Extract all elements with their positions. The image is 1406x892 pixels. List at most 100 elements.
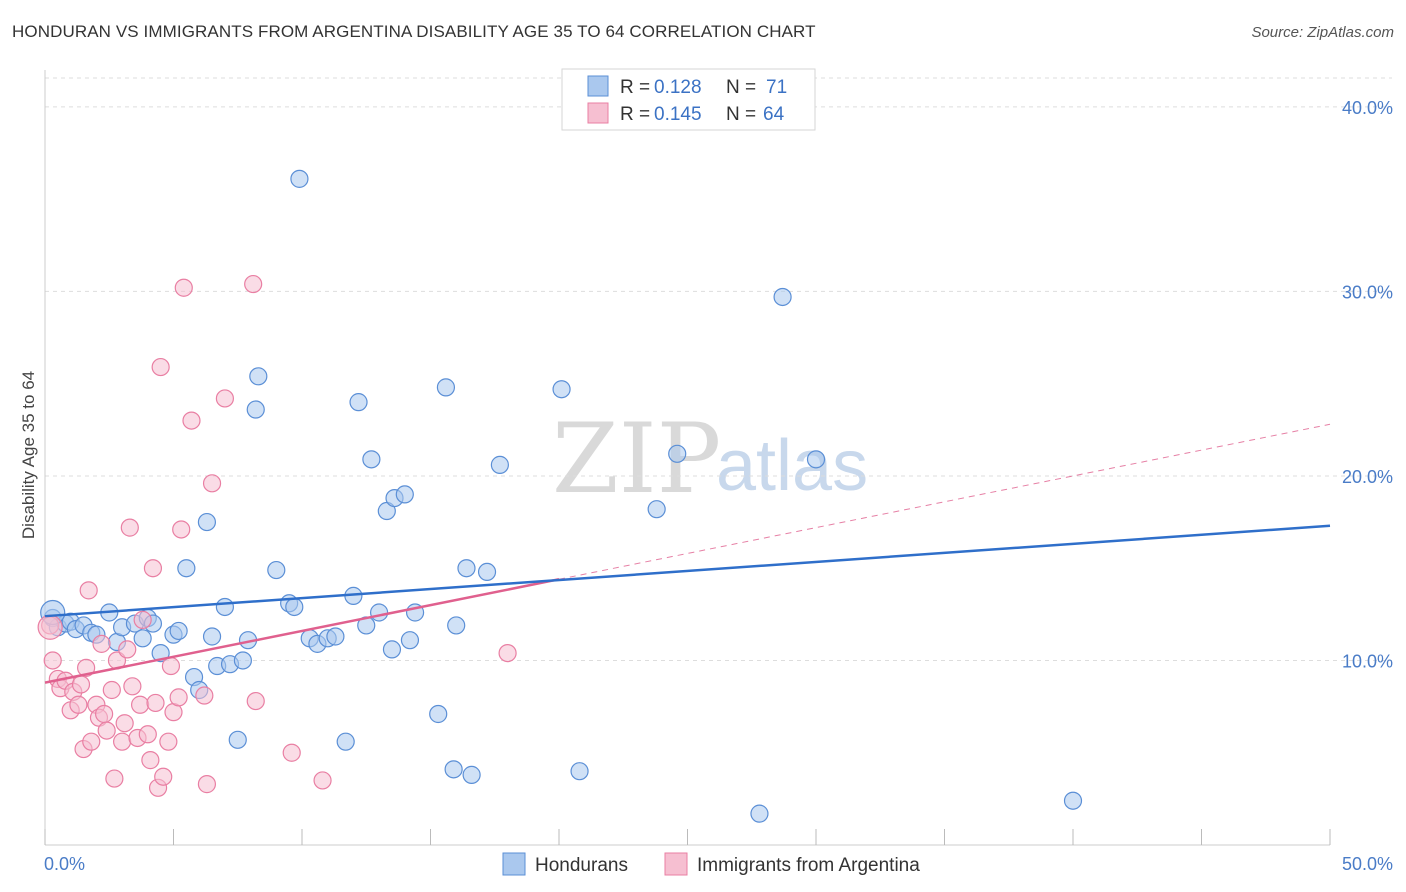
argentina-point-47 — [215, 389, 234, 408]
argentina-point-9 — [71, 675, 91, 694]
series-argentina — [37, 274, 517, 797]
bottom-legend-hondurans: Hondurans — [535, 855, 628, 876]
hondurans-point-40 — [336, 732, 355, 751]
argentina-point-37 — [159, 732, 178, 751]
source-label: Source: ZipAtlas.com — [1251, 24, 1394, 41]
hondurans-point-31 — [249, 367, 268, 386]
trend-argentina — [44, 578, 560, 684]
y-tick-label-1: 10.0% — [1342, 651, 1393, 671]
hondurans-point-67 — [1063, 791, 1083, 810]
legend-r-label-1: R = — [620, 77, 650, 98]
argentina-point-49 — [246, 691, 265, 711]
argentina-point-13 — [82, 732, 101, 751]
legend-r-value-1: 0.128 — [654, 77, 702, 98]
argentina-point-26 — [123, 677, 142, 696]
hondurans-point-27 — [228, 730, 247, 749]
hondurans-point-42 — [349, 393, 368, 412]
watermark-zip: ZIP — [552, 403, 721, 515]
argentina-point-28 — [130, 695, 150, 714]
watermark-atlas: atlas — [716, 426, 868, 506]
argentina-point-16 — [92, 634, 111, 653]
hondurans-point-59 — [490, 455, 509, 474]
hondurans-point-61 — [570, 762, 589, 781]
hondurans-point-66 — [806, 450, 826, 469]
argentina-point-50 — [282, 743, 301, 762]
argentina-point-12 — [79, 581, 98, 600]
hondurans-point-28 — [233, 651, 252, 670]
bottom-legend: Hondurans Immigrants from Argentina — [502, 852, 920, 876]
trend-lines — [44, 423, 1331, 684]
argentina-point-23 — [115, 714, 134, 733]
legend-n-value-2: 64 — [763, 104, 785, 125]
hondurans-point-56 — [457, 559, 476, 578]
hondurans-point-35 — [290, 169, 309, 188]
hondurans-point-53 — [436, 378, 456, 397]
argentina-point-46 — [202, 474, 222, 493]
x-tick-label-min: 0.0% — [44, 854, 85, 874]
legend-r-value-2: 0.145 — [654, 104, 702, 125]
argentina-point-33 — [146, 693, 165, 713]
y-tick-label-2: 20.0% — [1342, 467, 1393, 487]
hondurans-point-63 — [668, 444, 687, 463]
argentina-point-45 — [197, 775, 217, 794]
argentina-point-38 — [161, 656, 181, 676]
argentina-point-25 — [120, 518, 139, 537]
argentina-point-18 — [97, 721, 116, 740]
argentina-point-19 — [102, 680, 121, 700]
hondurans-point-57 — [462, 765, 481, 784]
bottom-legend-argentina: Immigrants from Argentina — [697, 855, 920, 876]
legend-r-label-2: R = — [620, 104, 650, 125]
argentina-point-20 — [105, 769, 124, 788]
hondurans-point-49 — [395, 485, 414, 504]
hondurans-point-30 — [246, 400, 265, 419]
bottom-legend-swatch-argentina — [664, 852, 688, 876]
argentina-point-11 — [77, 658, 96, 677]
hondurans-point-25 — [215, 597, 234, 617]
argentina-point-17 — [95, 704, 114, 724]
hondurans-point-55 — [447, 616, 466, 635]
hondurans-point-44 — [362, 450, 381, 469]
x-tick-label-max: 50.0% — [1342, 854, 1393, 874]
hondurans-point-39 — [326, 627, 345, 646]
argentina-point-2 — [43, 651, 62, 670]
argentina-point-24 — [118, 640, 137, 659]
hondurans-point-45 — [370, 603, 389, 622]
y-tick-label-3: 30.0% — [1342, 282, 1393, 302]
y-tick-label-4: 40.0% — [1342, 98, 1393, 118]
argentina-point-51 — [313, 771, 332, 790]
hondurans-point-50 — [400, 631, 420, 650]
argentina-point-29 — [133, 610, 152, 629]
argentina-cluster-point — [37, 614, 63, 640]
argentina-point-30 — [138, 725, 157, 744]
hondurans-point-22 — [197, 512, 217, 532]
argentina-point-48 — [244, 274, 263, 294]
chart-title: HONDURAN VS IMMIGRANTS FROM ARGENTINA DI… — [12, 22, 816, 41]
legend-n-value-1: 71 — [766, 77, 787, 98]
argentina-point-43 — [182, 411, 201, 430]
legend-n-label-1: N = — [726, 77, 756, 98]
hondurans-point-13 — [133, 629, 152, 648]
tick-labels: 10.0% 20.0% 30.0% 40.0% 0.0% 50.0% — [44, 98, 1393, 874]
trend-hondurans — [44, 524, 1331, 618]
legend-n-label-2: N = — [726, 104, 756, 125]
gridlines — [45, 77, 1392, 661]
argentina-point-44 — [195, 686, 214, 705]
hondurans-point-64 — [750, 804, 769, 823]
hondurans-point-18 — [169, 621, 188, 641]
bottom-legend-swatch-hondurans — [502, 852, 526, 876]
argentina-point-40 — [169, 688, 188, 707]
argentina-point-35 — [151, 357, 170, 377]
argentina-point-42 — [174, 278, 193, 297]
legend-swatch-blue — [587, 75, 609, 97]
hondurans-point-60 — [552, 380, 571, 399]
hondurans-point-47 — [382, 640, 402, 659]
argentina-point-52 — [498, 643, 517, 663]
hondurans-point-62 — [647, 500, 666, 519]
y-axis-label: Disability Age 35 to 64 — [19, 371, 38, 539]
hondurans-point-65 — [773, 287, 792, 307]
hondurans-point-52 — [429, 704, 448, 724]
legend-box: R = 0.128 N = 71 R = 0.145 N = 64 — [561, 68, 816, 131]
hondurans-point-19 — [177, 559, 196, 578]
argentina-point-36 — [154, 767, 173, 786]
